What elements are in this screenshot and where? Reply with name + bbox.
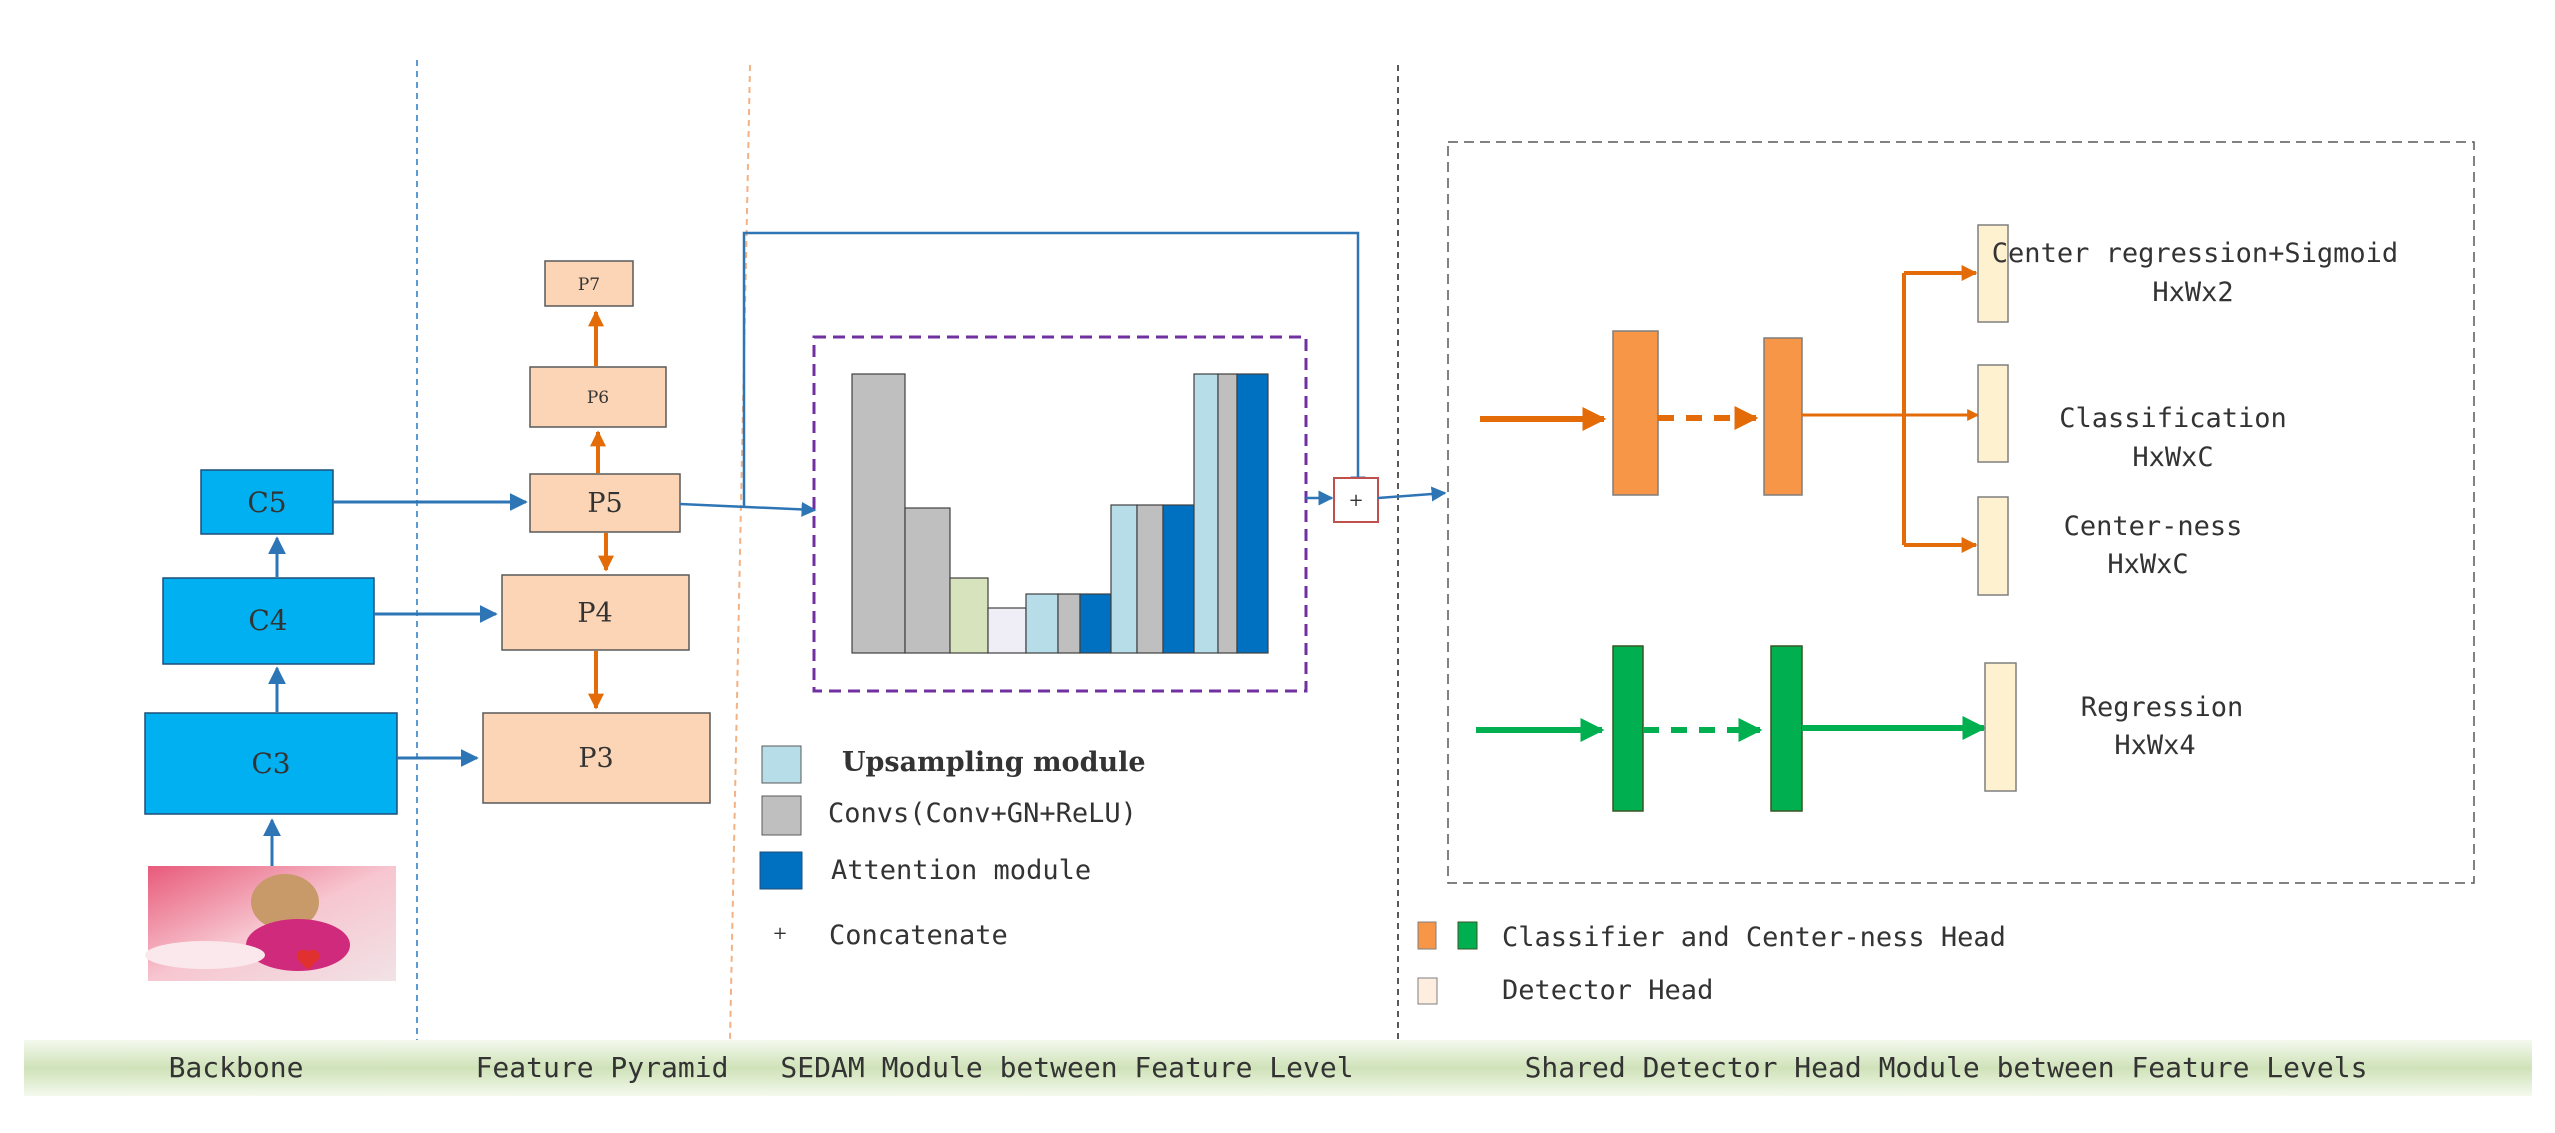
legend-label-upsampling: Upsampling module (842, 747, 1146, 778)
legend-label-classifier-head: Classifier and Center-ness Head (1502, 922, 2006, 953)
sedam-bars (851, 373, 1269, 654)
sedam-bar-7 (1079, 593, 1112, 654)
legend-swatch-attention (759, 851, 803, 890)
label-classification: Classification (2059, 403, 2287, 434)
legend-label-concat: Concatenate (829, 920, 1008, 951)
arrow-p5-to-sedam (679, 501, 817, 517)
label-center-regression-dim: HxWx2 (2152, 277, 2233, 308)
sedam-bar-2 (904, 507, 951, 654)
output-center-regression (1977, 224, 2009, 323)
label-regression-dim: HxWx4 (2114, 730, 2195, 761)
sedam-bar-13 (1236, 373, 1269, 654)
legend-swatch-convs (761, 795, 802, 836)
backbone-block-c3 (144, 712, 398, 815)
sedam-module-frame (812, 335, 1308, 693)
pyramid-label-p4: P4 (577, 598, 612, 629)
legend-swatch-classifier-green (1457, 921, 1478, 950)
classifier-conv-block-1 (1612, 330, 1659, 496)
legend-label-attention: Attention module (831, 855, 1091, 886)
backbone-block-c5 (200, 469, 334, 535)
pyramid-block-p6 (529, 366, 667, 428)
backbone-block-c4 (162, 577, 375, 665)
pyramid-block-p5 (529, 473, 681, 533)
backbone-label-c3: C3 (251, 747, 290, 780)
legend-symbol-concat: + (772, 923, 787, 944)
regression-conv-block-2 (1770, 645, 1803, 812)
legend-swatch-classifier-orange (1417, 921, 1437, 950)
pyramid-block-p7 (544, 260, 634, 307)
sedam-bar-6 (1057, 593, 1081, 654)
pyramid-block-p3 (482, 712, 711, 804)
output-centerness (1977, 496, 2009, 596)
pyramid-label-p6: P6 (587, 388, 609, 408)
detector-head-frame (1447, 141, 2475, 884)
classifier-conv-block-2 (1763, 337, 1803, 496)
sedam-bar-10 (1162, 504, 1195, 654)
output-regression (1984, 662, 2017, 792)
legend-label-detector-head: Detector Head (1502, 975, 1713, 1006)
label-centerness-dim: HxWxC (2107, 549, 2188, 580)
sedam-bar-11 (1193, 373, 1219, 654)
section-label-backbone: Backbone (169, 1051, 304, 1084)
sedam-bar-1 (851, 373, 906, 654)
pyramid-block-p4 (501, 574, 690, 651)
label-centerness: Center-ness (2064, 511, 2243, 542)
pyramid-label-p7: P7 (578, 275, 600, 295)
regression-conv-block-1 (1612, 645, 1644, 812)
legend-swatch-detector-head (1417, 977, 1438, 1005)
sedam-bar-4 (987, 607, 1027, 654)
label-center-regression: Center regression+Sigmoid (1992, 238, 2398, 269)
skip-connection-arrow (742, 231, 1366, 506)
legend-label-convs: Convs(Conv+GN+ReLU) (828, 798, 1137, 829)
legend-swatch-upsampling (761, 745, 802, 784)
pyramid-label-p5: P5 (587, 488, 622, 519)
section-label-bar (24, 1040, 2532, 1096)
divider-pyramid (729, 64, 751, 1041)
label-regression: Regression (2081, 692, 2244, 723)
section-label-sedam: SEDAM Module between Feature Level (780, 1051, 1353, 1084)
section-label-shared-head: Shared Detector Head Module between Feat… (1525, 1051, 2368, 1084)
label-classification-dim: HxWxC (2132, 442, 2213, 473)
pyramid-label-p3: P3 (578, 743, 613, 774)
concat-node-symbol: + (1348, 490, 1363, 511)
concat-node (1333, 477, 1379, 523)
backbone-label-c5: C5 (247, 486, 286, 519)
arrow-concat-to-head (1377, 486, 1447, 502)
sedam-bar-12 (1217, 373, 1238, 654)
sedam-bar-8 (1110, 504, 1138, 654)
sedam-bar-3 (949, 577, 989, 654)
section-label-feature-pyramid: Feature Pyramid (476, 1051, 729, 1084)
sedam-bar-9 (1136, 504, 1164, 654)
input-image (145, 866, 396, 981)
sedam-bar-5 (1025, 593, 1059, 654)
output-classification (1977, 364, 2009, 463)
backbone-label-c4: C4 (248, 604, 287, 637)
